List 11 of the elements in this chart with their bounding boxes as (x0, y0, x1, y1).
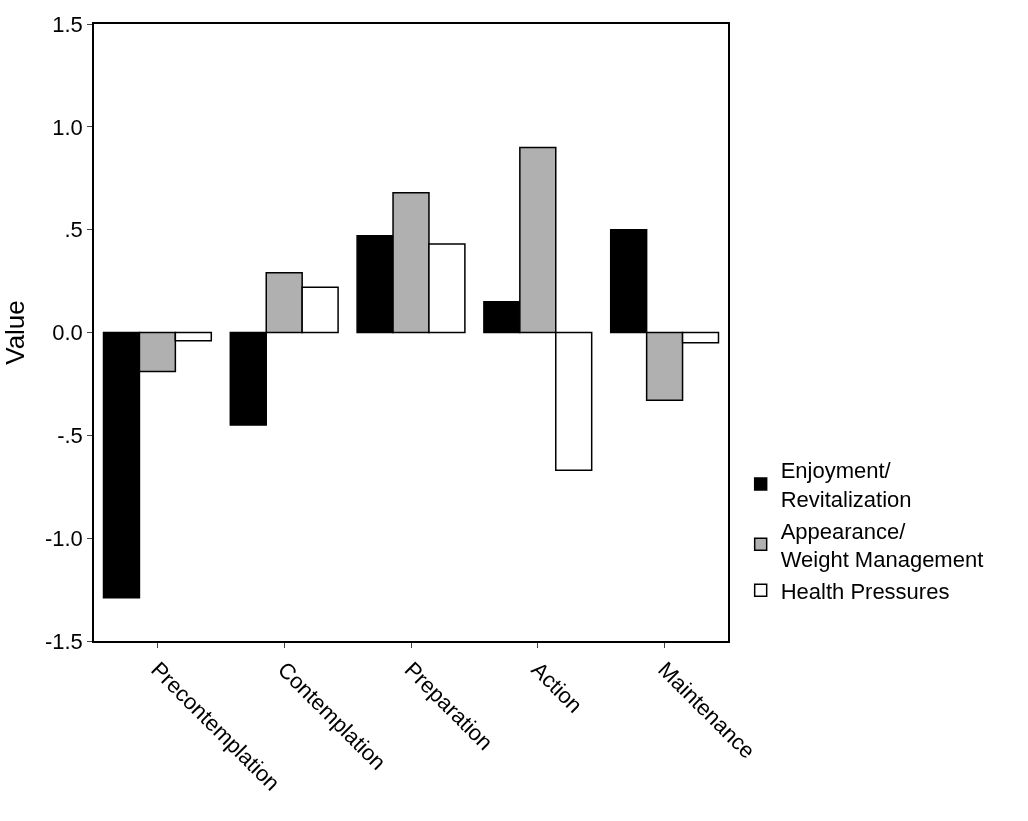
y-tick-label: -1.0 (44, 525, 83, 551)
y-tick-label: 1.5 (52, 11, 83, 37)
legend-label: Health Pressures (780, 578, 950, 604)
legend-label: Enjoyment/ Revitalization (780, 458, 912, 512)
y-tick-label: 0.0 (52, 320, 83, 346)
y-tick-label: -.5 (57, 423, 83, 449)
y-tick-label: 1.0 (52, 114, 83, 140)
y-axis-title: Value (0, 300, 30, 365)
y-tick-label: -1.5 (44, 628, 83, 654)
legend-label: Appearance/ Weight Management (780, 518, 984, 573)
y-tick-label: .5 (64, 217, 83, 243)
